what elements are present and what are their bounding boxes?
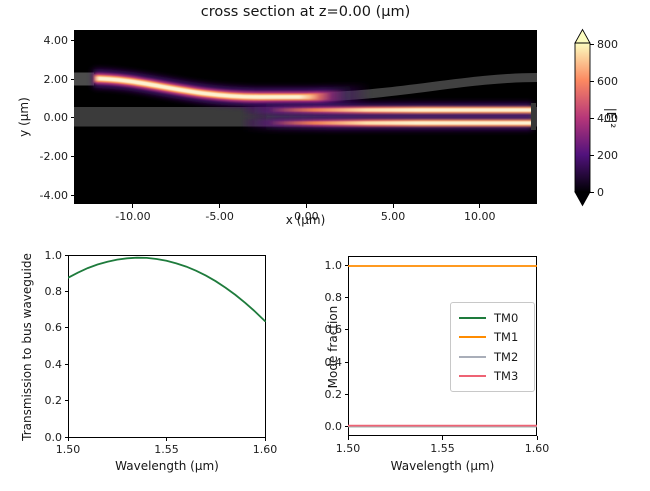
transmission-y-label: Transmission to bus waveguide (20, 253, 34, 441)
x-tick-label: 1.50 (55, 443, 81, 456)
y-tick-label: -2.00 (39, 150, 68, 164)
legend-entry-TM0: TM0 (459, 308, 526, 328)
legend-label: TM3 (494, 369, 519, 384)
y-tick-mark (64, 290, 68, 292)
y-tick-label: 0.2 (324, 387, 343, 401)
y-tick-mark (344, 361, 348, 363)
y-tick-label: 1.0 (44, 248, 63, 262)
y-tick-label: 0.8 (324, 291, 343, 305)
y-tick-mark (70, 40, 74, 42)
y-tick-label: -4.00 (39, 188, 68, 202)
legend-line-sample (459, 316, 486, 319)
legend-line-sample (459, 336, 486, 339)
mode-fraction-axes (348, 256, 537, 436)
x-tick-label: 5.00 (380, 210, 406, 223)
legend-entry-TM3: TM3 (459, 367, 526, 387)
x-tick-mark (392, 204, 394, 208)
colorbar-tick-mark (590, 44, 594, 46)
y-tick-mark (70, 194, 74, 196)
y-tick-label: 0.0 (44, 430, 63, 444)
y-tick-mark (344, 265, 348, 267)
legend-label: TM1 (494, 330, 519, 345)
x-tick-mark (536, 436, 538, 440)
colorbar-extend-max (574, 28, 591, 44)
y-tick-mark (64, 400, 68, 402)
y-tick-mark (344, 329, 348, 331)
y-tick-label: 0.2 (44, 394, 63, 408)
x-tick-label: 1.55 (430, 442, 455, 455)
legend-entry-TM1: TM1 (459, 328, 526, 348)
x-tick-label: -10.00 (115, 210, 151, 223)
y-tick-label: 0.4 (44, 357, 63, 371)
series-line-transmission (68, 256, 266, 322)
y-tick-mark (70, 117, 74, 119)
x-tick-label: 1.55 (154, 443, 179, 456)
colorbar-tick-label: 800 (597, 38, 618, 52)
x-tick-mark (132, 204, 134, 208)
colorbar-tick-mark (590, 191, 594, 193)
y-tick-label: 0.8 (44, 284, 63, 298)
y-tick-label: 4.00 (43, 34, 69, 48)
transmission-x-label: Wavelength (μm) (115, 459, 219, 473)
colorbar-tick-label: 0 (597, 185, 604, 199)
x-axis-label: x (μm) (285, 213, 326, 227)
x-tick-label: 1.50 (335, 442, 361, 455)
field-heatmap (74, 30, 537, 204)
mode-fraction-y-label: Mode fraction (326, 305, 340, 389)
right-edge-monitor (531, 103, 536, 130)
y-tick-label: 2.00 (43, 72, 69, 86)
x-tick-label: 0.00 (294, 210, 319, 223)
x-tick-mark (305, 204, 307, 208)
cross-section-title: cross section at z=0.00 (μm) (200, 4, 411, 20)
legend: TM0 TM1 TM2 TM3 (450, 302, 535, 392)
colorbar-extend-min (574, 191, 591, 207)
colorbar-tick-label: 200 (597, 148, 618, 162)
x-tick-label: 10.00 (464, 210, 496, 223)
colorbar-tick-mark (590, 81, 594, 83)
y-tick-mark (70, 156, 74, 158)
x-tick-mark (166, 437, 167, 441)
transmission-plot (68, 256, 266, 322)
y-tick-mark (64, 436, 68, 438)
y-tick-mark (344, 393, 348, 395)
y-tick-mark (64, 254, 68, 256)
y-tick-mark (344, 297, 348, 299)
y-tick-label: 1.0 (324, 259, 343, 273)
x-tick-mark (442, 436, 443, 440)
mode-fraction-x-label: Wavelength (μm) (390, 459, 495, 473)
legend-line-sample (459, 355, 486, 358)
y-tick-mark (70, 78, 74, 80)
x-tick-mark (219, 204, 221, 208)
y-tick-mark (344, 425, 348, 427)
colorbar-tick-label: 600 (597, 75, 618, 89)
y-tick-label: 0.6 (44, 321, 63, 335)
legend-line-sample (459, 375, 486, 378)
x-tick-mark (347, 436, 349, 440)
colorbar-tick-mark (590, 154, 594, 156)
transmission-axes (68, 255, 266, 438)
x-tick-mark (264, 437, 266, 441)
y-tick-mark (64, 327, 68, 329)
legend-entry-TM2: TM2 (459, 347, 526, 367)
colorbar (574, 28, 591, 207)
y-tick-label: 0.00 (43, 111, 69, 125)
legend-label: TM2 (494, 349, 519, 364)
x-tick-mark (479, 204, 481, 208)
y-tick-label: 0.6 (324, 323, 343, 337)
x-tick-mark (67, 437, 69, 441)
mode-fraction-plot (348, 265, 537, 428)
field-bus-stripes (224, 103, 532, 130)
colorbar-gradient (574, 42, 591, 193)
legend-label: TM0 (494, 310, 519, 325)
colorbar-tick-label: 400 (597, 111, 618, 125)
y-tick-label: 0.4 (324, 355, 343, 369)
x-tick-label: -5.00 (205, 210, 234, 223)
colorbar-tick-mark (590, 117, 594, 119)
y-tick-mark (64, 363, 68, 365)
x-tick-label: 1.60 (252, 443, 278, 456)
x-tick-label: 1.60 (524, 442, 550, 455)
y-tick-label: 0.0 (324, 419, 343, 433)
